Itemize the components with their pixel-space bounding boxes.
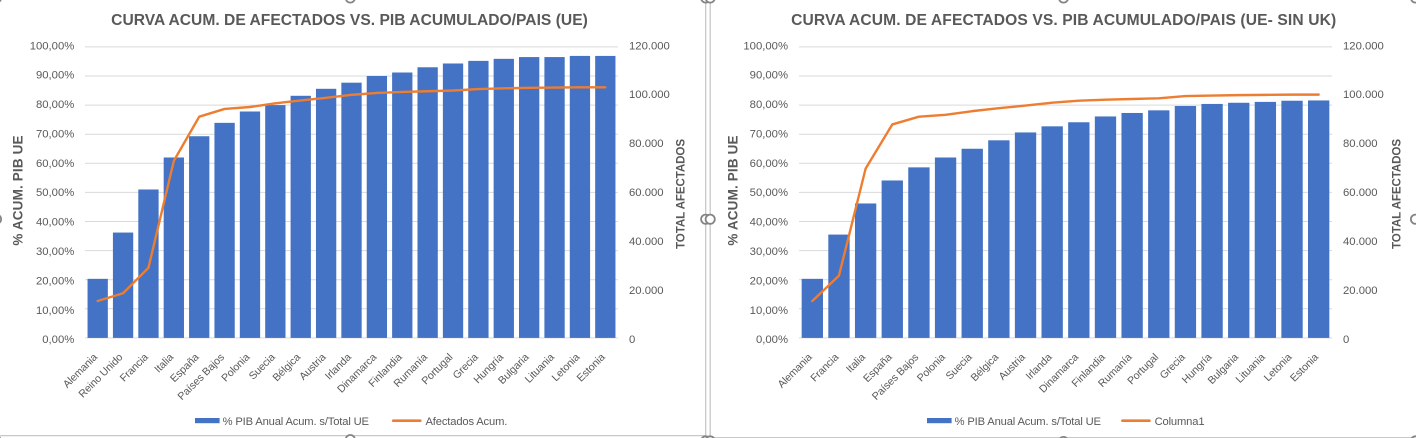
svg-text:70,00%: 70,00% <box>750 128 788 140</box>
svg-text:% ACUM. PIB UE: % ACUM. PIB UE <box>726 135 741 245</box>
svg-text:TOTAL AFECTADOS: TOTAL AFECTADOS <box>675 139 688 249</box>
svg-text:70,00%: 70,00% <box>36 128 74 140</box>
svg-text:20,00%: 20,00% <box>36 275 74 287</box>
svg-text:20.000: 20.000 <box>1343 285 1378 297</box>
svg-text:20.000: 20.000 <box>629 285 664 297</box>
svg-text:0,00%: 0,00% <box>756 334 788 346</box>
svg-text:100,00%: 100,00% <box>743 40 788 52</box>
svg-text:120.000: 120.000 <box>1343 40 1384 52</box>
svg-text:CURVA ACUM. DE AFECTADOS VS. P: CURVA ACUM. DE AFECTADOS VS. PIB ACUMULA… <box>791 12 1336 29</box>
svg-text:80,00%: 80,00% <box>36 99 74 111</box>
svg-text:% PIB Anual Acum. s/Total UE: % PIB Anual Acum. s/Total UE <box>223 416 369 428</box>
svg-text:50,00%: 50,00% <box>750 187 788 199</box>
svg-text:40.000: 40.000 <box>629 236 664 248</box>
svg-text:TOTAL AFECTADOS: TOTAL AFECTADOS <box>1390 139 1403 249</box>
svg-text:Columna1: Columna1 <box>1155 416 1205 428</box>
svg-text:40,00%: 40,00% <box>36 217 74 229</box>
svg-text:10,00%: 10,00% <box>750 305 788 317</box>
svg-text:40.000: 40.000 <box>1343 236 1378 248</box>
svg-text:60,00%: 60,00% <box>36 158 74 170</box>
svg-text:50,00%: 50,00% <box>36 187 74 199</box>
svg-text:40,00%: 40,00% <box>750 217 788 229</box>
svg-text:30,00%: 30,00% <box>36 246 74 258</box>
svg-text:Afectados Acum.: Afectados Acum. <box>426 416 508 428</box>
svg-text:100.000: 100.000 <box>629 89 670 101</box>
svg-text:0: 0 <box>629 334 635 346</box>
svg-text:100.000: 100.000 <box>1343 89 1384 101</box>
svg-text:80.000: 80.000 <box>629 138 664 150</box>
svg-text:60.000: 60.000 <box>1343 187 1378 199</box>
svg-text:% PIB Anual Acum. s/Total UE: % PIB Anual Acum. s/Total UE <box>955 416 1101 428</box>
svg-text:80,00%: 80,00% <box>750 99 788 111</box>
svg-text:0,00%: 0,00% <box>42 334 74 346</box>
svg-text:90,00%: 90,00% <box>750 70 788 82</box>
svg-text:30,00%: 30,00% <box>750 246 788 258</box>
svg-text:10,00%: 10,00% <box>36 305 74 317</box>
svg-text:% ACUM. PIB UE: % ACUM. PIB UE <box>10 135 25 245</box>
svg-text:120.000: 120.000 <box>629 40 670 52</box>
svg-text:100,00%: 100,00% <box>30 40 75 52</box>
svg-text:CURVA ACUM. DE AFECTADOS VS. P: CURVA ACUM. DE AFECTADOS VS. PIB ACUMULA… <box>111 12 588 29</box>
svg-text:60,00%: 60,00% <box>750 158 788 170</box>
svg-text:80.000: 80.000 <box>1343 138 1378 150</box>
svg-text:20,00%: 20,00% <box>750 275 788 287</box>
svg-text:60.000: 60.000 <box>629 187 664 199</box>
svg-text:0: 0 <box>1343 334 1349 346</box>
svg-text:90,00%: 90,00% <box>36 70 74 82</box>
